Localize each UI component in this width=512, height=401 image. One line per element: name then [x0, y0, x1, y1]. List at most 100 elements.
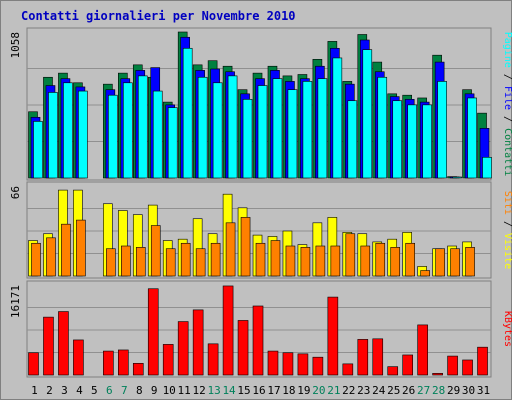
bar: [452, 176, 462, 179]
bar: [467, 97, 477, 179]
bar: [227, 75, 238, 179]
bar: [332, 57, 343, 179]
legend-labels: Siti / Visite: [502, 191, 512, 269]
bar: [300, 247, 311, 277]
bar: [43, 316, 54, 376]
bar: [417, 324, 428, 376]
bar: [402, 354, 413, 376]
legend-entry: Siti: [502, 191, 512, 215]
bar: [330, 245, 341, 277]
x-tick-label: 29: [447, 384, 460, 397]
bar: [150, 225, 161, 277]
x-tick-label: 13: [207, 384, 220, 397]
bar: [447, 355, 458, 376]
x-tick-label: 22: [342, 384, 355, 397]
x-tick-label: 4: [76, 384, 83, 397]
bar: [407, 104, 417, 179]
bar: [192, 309, 204, 376]
x-tick-label: 31: [477, 384, 490, 397]
bar: [345, 233, 356, 277]
bar: [372, 338, 384, 376]
bar: [108, 94, 118, 179]
x-tick-label: 14: [222, 384, 236, 397]
bar: [207, 343, 219, 376]
bar: [177, 321, 189, 376]
series-siti: [31, 217, 475, 277]
x-tick-label: 16: [252, 384, 265, 397]
bar: [132, 363, 144, 376]
x-tick-label: 1: [31, 384, 38, 397]
bar: [327, 296, 339, 376]
bar: [237, 320, 249, 376]
bar: [252, 305, 264, 376]
x-tick-label: 3: [61, 384, 68, 397]
bar: [162, 344, 174, 376]
bar: [422, 104, 432, 179]
max-value-label: 1058: [9, 32, 22, 59]
bar: [240, 217, 251, 277]
bar: [165, 248, 176, 277]
bar: [61, 223, 71, 277]
bar: [123, 82, 133, 179]
bar: [437, 81, 447, 179]
bar: [270, 240, 281, 277]
bar: [282, 352, 294, 376]
bar: [392, 100, 403, 179]
bar: [420, 270, 430, 277]
bar: [375, 242, 386, 277]
x-tick-label: 19: [297, 384, 310, 397]
max-value-label: 16171: [9, 285, 22, 318]
bar: [360, 245, 371, 277]
x-tick-label: 24: [372, 384, 386, 397]
x-tick-label: 11: [178, 384, 191, 397]
chart-title: Contatti giornalieri per Novembre 2010: [21, 9, 296, 23]
bar: [242, 99, 253, 179]
series-kbytes: [28, 285, 488, 376]
bar: [450, 248, 460, 277]
x-tick-label: 15: [237, 384, 250, 397]
bar: [147, 288, 159, 376]
x-tick-label: 8: [136, 384, 143, 397]
bar: [106, 248, 116, 277]
bar: [46, 237, 56, 277]
legend-entry: File: [502, 86, 512, 110]
bar: [267, 350, 279, 376]
x-tick-label: 25: [387, 384, 400, 397]
bar: [405, 242, 415, 277]
bar: [387, 366, 399, 376]
bar: [255, 242, 266, 277]
bar: [197, 76, 208, 179]
bar: [28, 352, 39, 376]
bar: [390, 247, 401, 277]
bar: [312, 356, 324, 376]
bar: [180, 242, 191, 277]
x-tick-label: 10: [163, 384, 176, 397]
bar: [357, 339, 369, 376]
series-pagine: [33, 47, 492, 179]
bar: [225, 222, 236, 277]
bar: [482, 157, 492, 179]
bar: [297, 353, 309, 376]
legend-entry: Pagine: [502, 32, 512, 68]
panel-sites: 66 Siti / Visite: [9, 181, 512, 279]
legend-entry: KBytes: [502, 311, 512, 347]
bar: [377, 76, 388, 179]
legend-entry: Contatti: [502, 128, 512, 176]
bar: [182, 47, 193, 179]
bar: [73, 339, 84, 376]
bar: [432, 373, 443, 376]
x-tick-label: 27: [417, 384, 430, 397]
bar: [118, 349, 129, 376]
legend-labels: Pagine / File / Contatti: [502, 32, 512, 177]
bar: [33, 121, 43, 179]
legend-labels: KBytes: [502, 311, 512, 347]
x-tick-label: 18: [282, 384, 295, 397]
bar: [167, 107, 178, 179]
bar: [135, 247, 146, 277]
panel-visits: 1058 Pagine / File / Contatti: [9, 27, 512, 181]
bar: [477, 346, 488, 376]
x-tick-label: 2: [46, 384, 53, 397]
chart-panels: 1058 Pagine / File / Contatti 66 Siti / Vis…: [9, 27, 512, 378]
